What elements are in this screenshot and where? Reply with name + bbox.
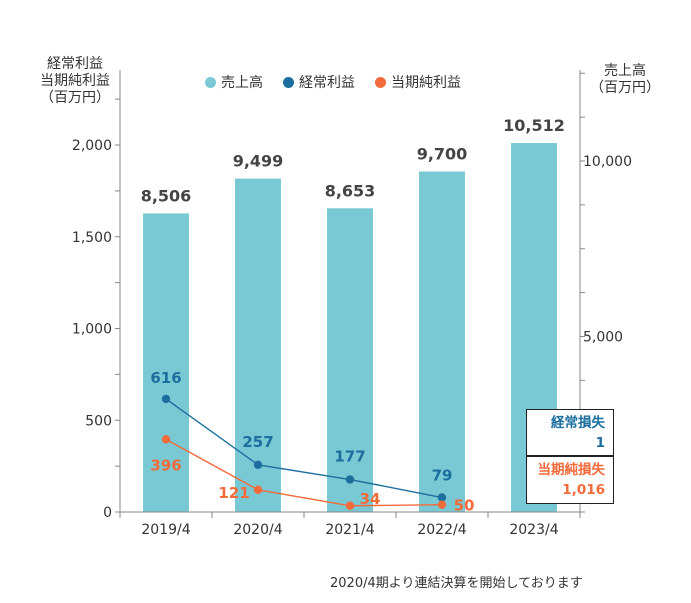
left-tick-label: 500 — [85, 413, 112, 429]
left-axis-title-line: 経常利益 — [47, 56, 103, 72]
net-loss-title: 当期純損失 — [537, 462, 606, 478]
line-data-label: 257 — [242, 433, 273, 451]
ordinary-loss-value: 1 — [595, 435, 605, 451]
left-tick-label: 0 — [103, 505, 112, 521]
left-axis-title: 経常利益 当期純利益 （百万円） — [30, 56, 120, 107]
axes-layer: 0 500 1,000 1,500 2,000 5,000 10,000 2019/4 2020… — [72, 70, 632, 538]
left-tick-label: 1,000 — [72, 322, 112, 338]
legend-swatch — [375, 76, 386, 88]
line-data-label: 34 — [360, 490, 381, 508]
x-tick-label: 2021/4 — [325, 522, 374, 538]
right-axis-title: 売上高 （百万円） — [585, 63, 665, 97]
ordinary-loss-box: 経常損失 1 — [526, 409, 614, 456]
sales-bar — [235, 178, 281, 513]
line-point — [437, 493, 447, 502]
chart-legend: 売上高 経常利益 当期純利益 — [205, 72, 481, 92]
line-point — [437, 500, 447, 509]
line-data-label: 616 — [150, 369, 181, 387]
line-point — [253, 460, 263, 470]
net-loss-value: 1,016 — [562, 482, 605, 498]
legend-label: 当期純利益 — [391, 75, 461, 91]
sales-bar — [143, 213, 189, 513]
line-data-label: 121 — [218, 484, 249, 502]
line-layer — [161, 394, 447, 510]
right-axis-title-line: （百万円） — [590, 80, 660, 96]
right-axis-title-line: 売上高 — [604, 63, 646, 79]
sales-data-label: 10,512 — [503, 116, 565, 135]
line-point — [345, 501, 355, 510]
x-tick-label: 2020/4 — [233, 522, 282, 538]
legend-item-sales: 売上高 — [205, 72, 263, 92]
line-point — [253, 485, 263, 494]
legend-item-net-profit: 当期純利益 — [375, 72, 461, 92]
legend-item-ordinary-profit: 経常利益 — [283, 72, 355, 92]
legend-label: 経常利益 — [299, 75, 355, 91]
line-data-label: 79 — [432, 467, 453, 485]
line-point — [161, 435, 171, 444]
left-axis-title-line: （百万円） — [40, 90, 110, 106]
label-layer: 8,506 9,499 8,653 9,700 10,512 616 257 177 79 396… — [141, 116, 565, 515]
footnote: 2020/4期より連結決算を開始しております — [330, 576, 583, 591]
x-tick-label: 2019/4 — [141, 522, 190, 538]
sales-data-label: 9,700 — [417, 145, 468, 164]
left-tick-label: 1,500 — [72, 230, 112, 246]
left-tick-label: 2,000 — [72, 138, 112, 154]
right-tick-label: 10,000 — [583, 154, 632, 170]
line-ordinary-profit — [165, 398, 443, 499]
line-point — [345, 475, 355, 484]
line-data-label: 396 — [150, 456, 181, 474]
line-data-label: 177 — [334, 448, 365, 466]
sales-data-label: 9,499 — [233, 152, 284, 171]
net-loss-box: 当期純損失 1,016 — [526, 456, 614, 504]
legend-label: 売上高 — [221, 75, 263, 91]
right-tick-label: 5,000 — [583, 330, 623, 346]
sales-data-label: 8,653 — [325, 181, 376, 200]
line-data-label: 50 — [454, 497, 475, 515]
sales-bar — [327, 208, 373, 512]
x-tick-label: 2022/4 — [417, 522, 466, 538]
line-point — [161, 394, 171, 404]
left-axis-title-line: 当期純利益 — [40, 73, 110, 89]
x-tick-label: 2023/4 — [509, 522, 558, 538]
ordinary-loss-title: 経常損失 — [551, 415, 605, 431]
line-net-profit — [165, 438, 443, 507]
sales-bar — [419, 171, 465, 512]
sales-data-label: 8,506 — [141, 186, 192, 205]
legend-swatch — [205, 76, 216, 88]
legend-swatch — [283, 76, 294, 88]
